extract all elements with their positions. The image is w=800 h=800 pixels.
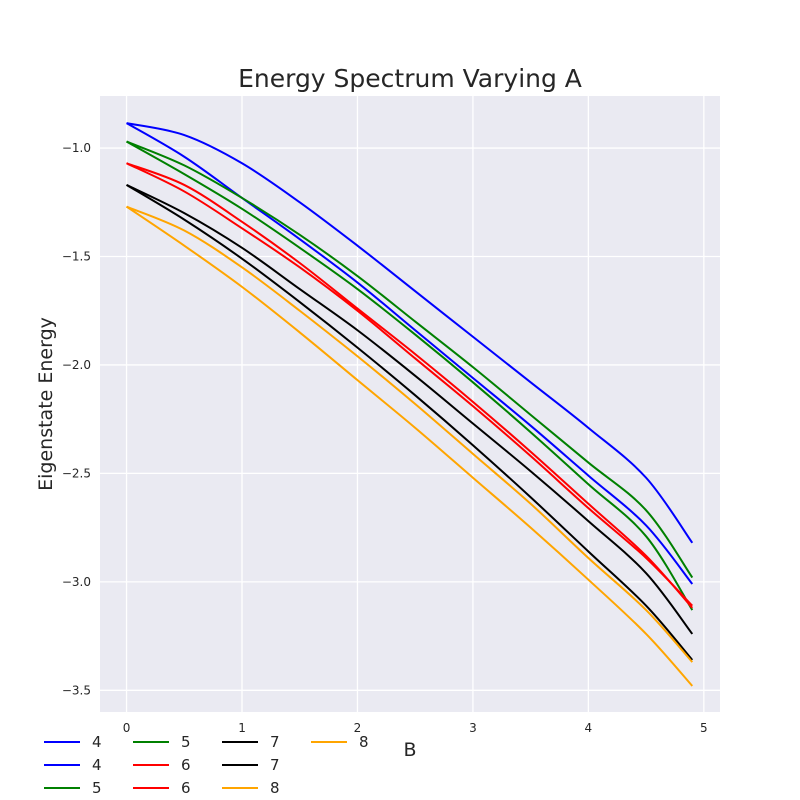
x-tick-label: 4 — [585, 721, 593, 735]
x-tick-label: 0 — [123, 721, 131, 735]
legend-label: 6 — [181, 756, 191, 774]
x-tick-label: 1 — [238, 721, 246, 735]
series-line-5 — [126, 162, 694, 609]
legend-item: 8 — [222, 779, 280, 797]
x-tick-label: 5 — [700, 721, 708, 735]
legend-item: 4 — [44, 733, 102, 751]
chart-title: Energy Spectrum Varying A — [238, 64, 582, 93]
series-line-10 — [125, 205, 694, 687]
series-line-3 — [126, 140, 694, 579]
y-tick-label: −3.0 — [62, 575, 91, 589]
legend-item: 5 — [44, 779, 102, 797]
series-line-9 — [126, 205, 694, 663]
x-tick-label: 2 — [354, 721, 362, 735]
legend-item: 6 — [133, 756, 191, 774]
legend-item: 5 — [133, 733, 191, 751]
y-tick-label: −3.5 — [62, 683, 91, 697]
legend-item: 4 — [44, 756, 102, 774]
legend-label: 8 — [359, 733, 369, 751]
plot-background — [100, 96, 720, 712]
series-line-6 — [126, 162, 694, 607]
x-tick-labels: 0 1 2 3 4 5 — [123, 721, 708, 735]
series-lines — [125, 122, 694, 687]
legend-item: 7 — [222, 756, 280, 774]
legend-label: 6 — [181, 779, 191, 797]
y-tick-label: −2.5 — [62, 466, 91, 480]
legend-label: 5 — [92, 779, 102, 797]
y-tick-labels: −1.0 −1.5 −2.0 −2.5 −3.0 −3.5 — [62, 141, 91, 697]
series-line-8 — [126, 184, 694, 661]
legend-label: 7 — [270, 733, 280, 751]
legend-label: 7 — [270, 756, 280, 774]
y-axis-label: Eigenstate Energy — [35, 317, 57, 491]
y-tick-label: −2.0 — [62, 358, 91, 372]
series-line-2 — [126, 122, 694, 585]
legend-label: 8 — [270, 779, 280, 797]
y-tick-label: −1.0 — [62, 141, 91, 155]
legend-item: 8 — [311, 733, 369, 751]
series-line-7 — [126, 184, 694, 635]
series-line-1 — [126, 122, 694, 544]
series-line-4 — [126, 140, 694, 611]
legend-label: 4 — [92, 733, 102, 751]
legend-label: 4 — [92, 756, 102, 774]
legend-label: 5 — [181, 733, 191, 751]
x-tick-label: 3 — [469, 721, 477, 735]
legend-item: 6 — [133, 779, 191, 797]
x-axis-label: B — [403, 739, 416, 761]
legend-item: 7 — [222, 733, 280, 751]
legend: 4 4 5 5 6 6 7 7 8 8 — [44, 733, 369, 797]
y-tick-label: −1.5 — [62, 250, 91, 264]
